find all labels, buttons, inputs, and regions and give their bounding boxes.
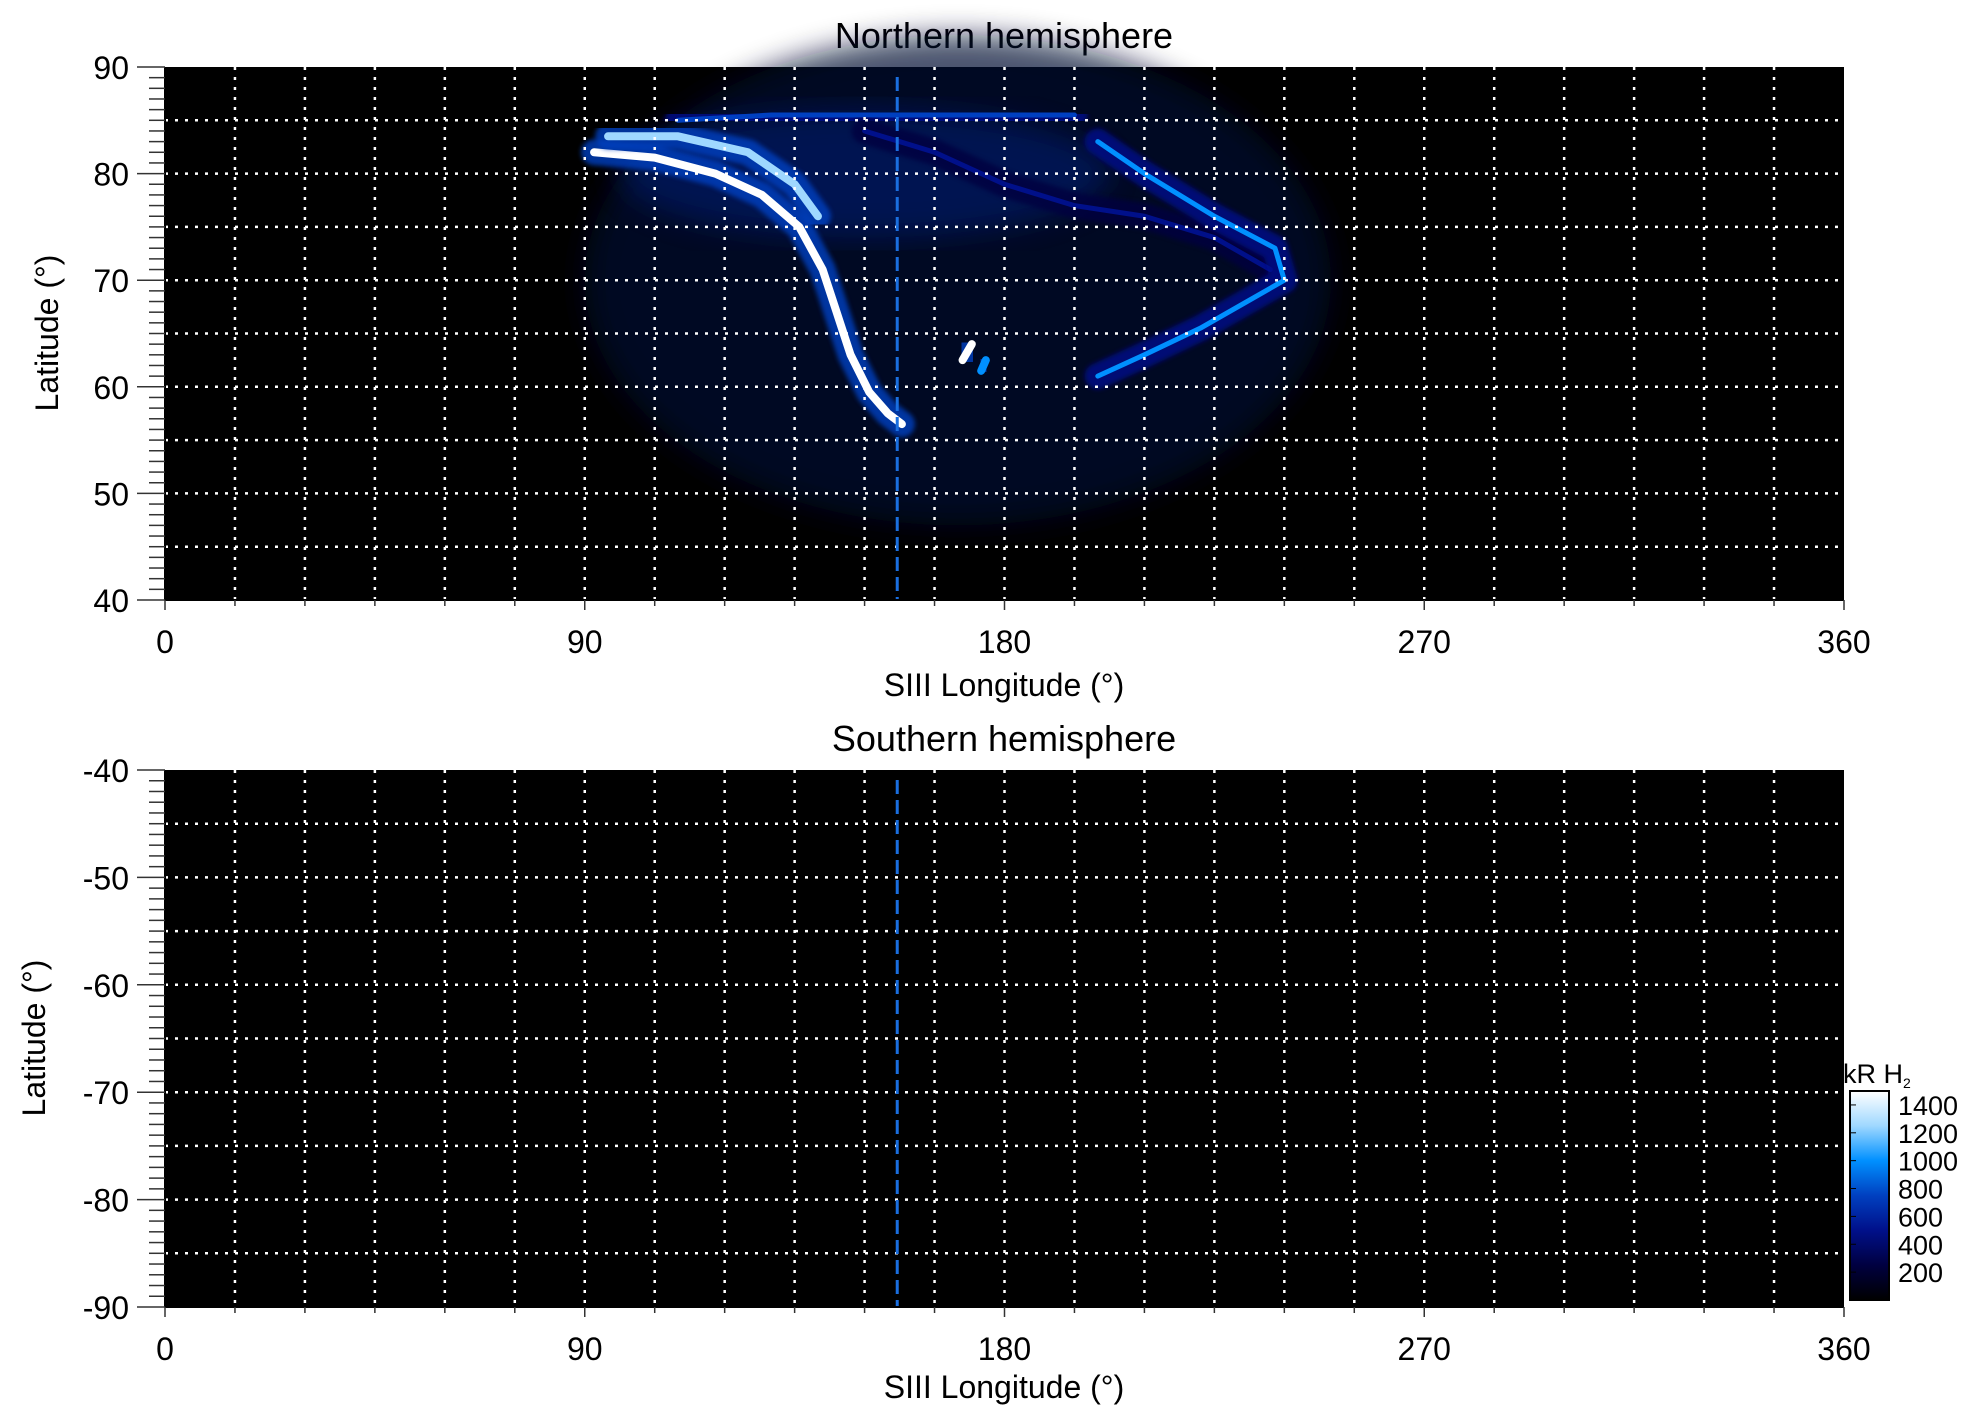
colorbar-tick-label: 1000 bbox=[1898, 1147, 1958, 1177]
south-ylabel: Latitude (°) bbox=[16, 960, 52, 1117]
plot-background bbox=[165, 770, 1844, 1307]
emission-arc bbox=[977, 356, 990, 375]
x-tick-label: 270 bbox=[1398, 624, 1451, 660]
x-tick-label: 90 bbox=[567, 624, 603, 660]
south-xlabel: SIII Longitude (°) bbox=[884, 1369, 1124, 1405]
x-tick-label: 360 bbox=[1817, 624, 1870, 660]
y-tick-label: 80 bbox=[93, 157, 129, 193]
x-tick-label: 90 bbox=[567, 1331, 603, 1367]
colorbar-tick-label: 400 bbox=[1898, 1230, 1943, 1260]
colorbar-tick-label: 1400 bbox=[1898, 1091, 1958, 1121]
colorbar-fill bbox=[1849, 1090, 1890, 1301]
y-tick-label: 90 bbox=[93, 50, 129, 86]
south-title: Southern hemisphere bbox=[832, 718, 1176, 759]
colorbar-tick-label: 200 bbox=[1898, 1258, 1943, 1288]
emission-arc bbox=[604, 132, 822, 221]
emission-arc bbox=[1095, 139, 1287, 379]
emission-arc bbox=[590, 148, 906, 429]
y-tick-label: 40 bbox=[93, 583, 129, 619]
y-tick-label: 50 bbox=[93, 476, 129, 512]
y-tick-label: -40 bbox=[83, 753, 129, 789]
y-tick-label: 70 bbox=[93, 263, 129, 299]
emission-arc bbox=[675, 112, 1077, 123]
emission-arc bbox=[958, 340, 976, 365]
x-tick-label: 270 bbox=[1398, 1331, 1451, 1367]
northern-hemisphere-panel: Northern hemisphere SIII Longitude (°) L… bbox=[29, 15, 1871, 703]
x-tick-label: 0 bbox=[156, 1331, 174, 1367]
colorbar-tick-label: 800 bbox=[1898, 1175, 1943, 1205]
y-tick-label: -80 bbox=[83, 1183, 129, 1219]
y-tick-label: 60 bbox=[93, 370, 129, 406]
x-tick-label: 180 bbox=[978, 624, 1031, 660]
y-tick-label: -70 bbox=[83, 1075, 129, 1111]
north-ylabel: Latitude (°) bbox=[29, 255, 65, 412]
colorbar-label: kR H2 bbox=[1843, 1059, 1911, 1091]
y-tick-label: -50 bbox=[83, 860, 129, 896]
southern-hemisphere-panel: Southern hemisphere SIII Longitude (°) L… bbox=[16, 718, 1871, 1405]
x-tick-label: 180 bbox=[978, 1331, 1031, 1367]
colorbar-tick-label: 1200 bbox=[1898, 1119, 1958, 1149]
y-tick-label: -60 bbox=[83, 968, 129, 1004]
colorbar-tick-label: 600 bbox=[1898, 1202, 1943, 1232]
x-tick-label: 0 bbox=[156, 624, 174, 660]
x-tick-label: 360 bbox=[1817, 1331, 1870, 1367]
y-tick-label: -90 bbox=[83, 1290, 129, 1326]
north-xlabel: SIII Longitude (°) bbox=[884, 667, 1124, 703]
